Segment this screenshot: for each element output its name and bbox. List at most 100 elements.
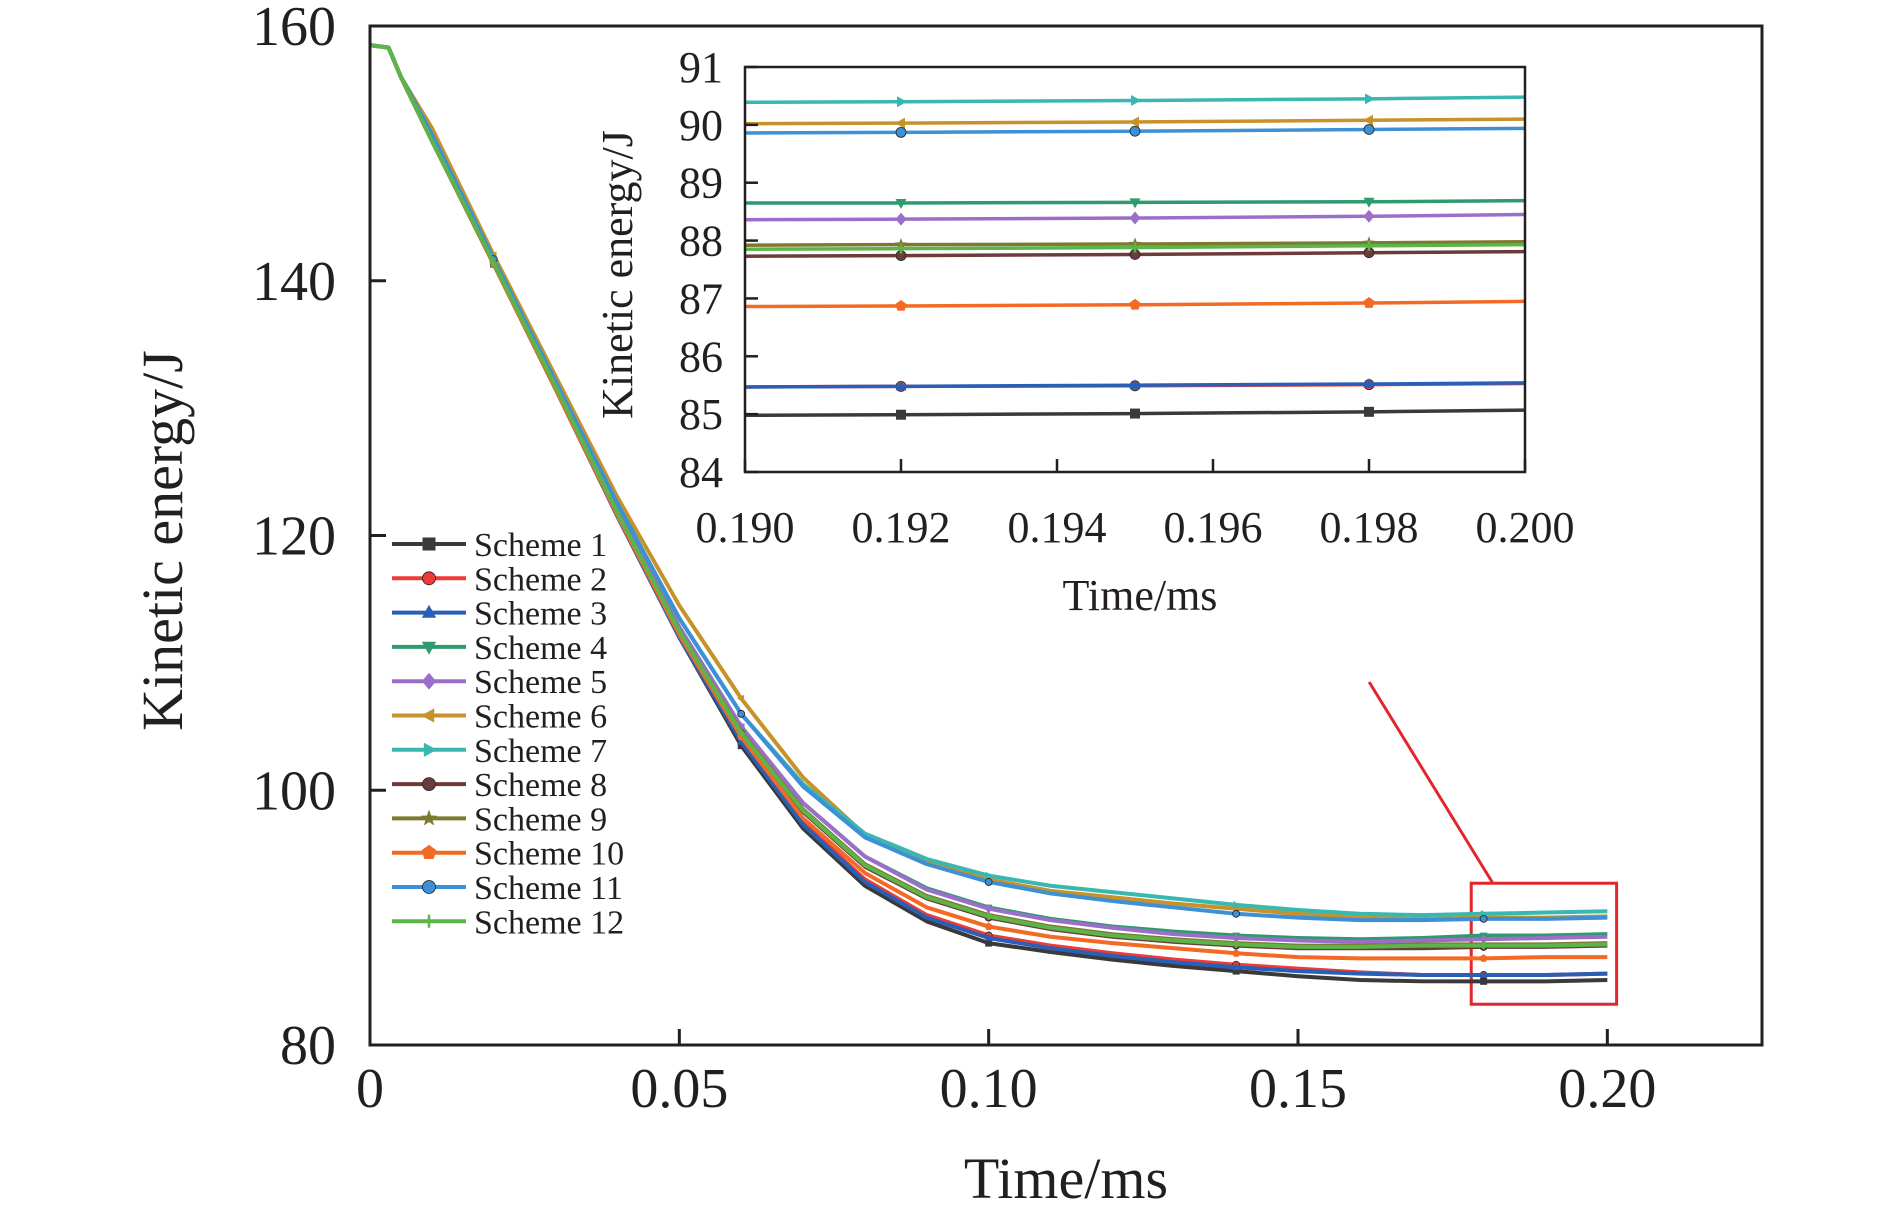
main-x-axis: 0 0.05 0.10 0.15 0.20 [356, 1029, 1656, 1120]
legend-label-scheme-4: Scheme 4 [474, 630, 607, 667]
legend-label-scheme-12: Scheme 12 [474, 904, 624, 941]
inset-x-tick-label: 0.196 [1164, 503, 1263, 552]
inset-marker-scheme-10 [1129, 298, 1141, 310]
legend-marker-scheme-7 [423, 742, 437, 757]
series-marker-scheme-3 [1232, 963, 1240, 971]
legend-marker-scheme-6 [421, 708, 435, 723]
inset-series-group [744, 93, 1526, 420]
inset-marker-scheme-6 [1363, 114, 1373, 126]
inset-marker-scheme-3 [895, 380, 907, 391]
inset-marker-scheme-3 [1363, 378, 1375, 389]
series-marker-scheme-11 [1232, 909, 1241, 918]
main-series-group [369, 43, 1608, 985]
inset-marker-scheme-5 [1363, 209, 1375, 223]
legend-marker-scheme-11 [422, 880, 436, 894]
series-marker-scheme-11 [737, 709, 746, 718]
main-x-axis-label: Time/ms [964, 1146, 1168, 1205]
main-y-tick-label: 140 [252, 251, 336, 313]
inset-marker-scheme-6 [895, 117, 905, 129]
inset-y-axis: 84 85 86 87 88 89 90 91 [679, 43, 758, 497]
legend-label-scheme-5: Scheme 5 [474, 664, 607, 701]
inset-y-tick-label: 87 [679, 274, 723, 323]
main-x-tick-label: 0.05 [630, 1058, 728, 1120]
series-marker-scheme-12 [737, 729, 745, 737]
series-marker-scheme-11 [1479, 914, 1488, 923]
inset-marker-scheme-7 [897, 96, 907, 108]
inset-y-tick-label: 90 [679, 101, 723, 150]
main-y-tick-label: 100 [252, 760, 336, 822]
main-x-tick-label: 0.10 [940, 1058, 1038, 1120]
legend-marker-scheme-4 [421, 641, 437, 655]
legend-marker-scheme-8 [422, 777, 436, 791]
inset-marker-scheme-5 [1129, 211, 1141, 225]
series-marker-scheme-10 [984, 922, 993, 930]
series-marker-scheme-6 [737, 694, 744, 703]
inset-marker-scheme-3 [1129, 379, 1141, 390]
legend-label-scheme-7: Scheme 7 [474, 733, 607, 770]
inset-plot-frame [743, 65, 1527, 474]
legend-marker-scheme-10 [421, 844, 437, 860]
legend-label-scheme-6: Scheme 6 [474, 699, 607, 736]
legend-label-scheme-8: Scheme 8 [474, 767, 607, 804]
series-marker-scheme-5 [1479, 934, 1488, 944]
inset-x-tick-label: 0.192 [852, 503, 951, 552]
inset-marker-scheme-11 [895, 126, 907, 138]
inset-marker-scheme-1 [896, 409, 906, 420]
inset-marker-scheme-12 [1364, 240, 1374, 251]
inset-plot: 0.190 0.192 0.194 0.196 0.198 0.200 848586878… [593, 43, 1575, 620]
main-y-axis: 80 100 120 140 160 [252, 0, 386, 1077]
main-x-tick-label: 0.15 [1249, 1058, 1347, 1120]
inset-y-tick-label: 84 [679, 448, 723, 497]
inset-y-tick-label: 89 [679, 159, 723, 208]
inset-marker-scheme-7 [1365, 93, 1375, 105]
legend-marker-scheme-12 [422, 914, 436, 928]
main-x-tick-label: 0 [356, 1058, 384, 1120]
inset-marker-scheme-4 [1363, 197, 1375, 208]
inset-y-tick-label: 85 [679, 390, 723, 439]
inset-x-tick-label: 0.194 [1008, 503, 1107, 552]
series-marker-scheme-11 [984, 878, 993, 886]
inset-marker-scheme-4 [1129, 198, 1141, 209]
main-x-tick-label: 0.20 [1558, 1058, 1656, 1120]
inset-marker-scheme-5 [895, 212, 907, 226]
series-marker-scheme-5 [984, 904, 993, 914]
series-marker-scheme-3 [984, 933, 993, 941]
legend-label-scheme-10: Scheme 10 [474, 836, 624, 873]
inset-marker-scheme-10 [895, 299, 907, 311]
legend-marker-scheme-2 [422, 571, 436, 586]
inset-marker-scheme-10 [1363, 297, 1375, 308]
main-y-tick-label: 80 [280, 1015, 336, 1077]
inset-y-axis-label: Kinetic energy/J [593, 130, 642, 419]
inset-x-axis-label: Time/ms [1063, 571, 1218, 620]
inset-marker-scheme-12 [896, 243, 906, 254]
series-line-scheme-12 [369, 43, 1608, 949]
series-marker-scheme-1 [985, 939, 993, 947]
main-y-axis-label: Kinetic energy/J [130, 350, 195, 731]
series-marker-scheme-3 [737, 737, 746, 745]
inset-y-tick-label: 91 [679, 43, 723, 92]
legend-label-scheme-11: Scheme 11 [474, 870, 623, 907]
series-line-scheme-11 [369, 43, 1608, 923]
legend-marker-scheme-9 [420, 809, 438, 826]
inset-marker-scheme-11 [1129, 125, 1141, 137]
series-marker-scheme-10 [1232, 949, 1241, 957]
inset-x-tick-label: 0.198 [1320, 503, 1419, 552]
series-marker-scheme-12 [490, 259, 498, 267]
series-marker-scheme-10 [1479, 954, 1488, 962]
series-marker-scheme-1 [1480, 977, 1488, 985]
main-y-tick-label: 160 [252, 0, 336, 58]
series-marker-scheme-5 [1232, 933, 1240, 943]
series-marker-scheme-12 [1232, 940, 1240, 948]
main-y-tick-label: 120 [252, 506, 336, 568]
inset-x-axis: 0.190 0.192 0.194 0.196 0.198 0.200 [696, 459, 1575, 552]
inset-marker-scheme-4 [895, 198, 907, 209]
inset-y-tick-label: 88 [679, 217, 723, 266]
main-plot: 0 0.05 0.10 0.15 0.20 80 100 120 140 160 Time/ms… [130, 0, 1764, 1205]
inset-marker-scheme-1 [1130, 408, 1140, 419]
legend-label-scheme-9: Scheme 9 [474, 801, 607, 838]
legend-marker-scheme-1 [422, 537, 436, 551]
legend-marker-scheme-3 [421, 604, 437, 618]
legend-marker-scheme-5 [421, 672, 437, 690]
